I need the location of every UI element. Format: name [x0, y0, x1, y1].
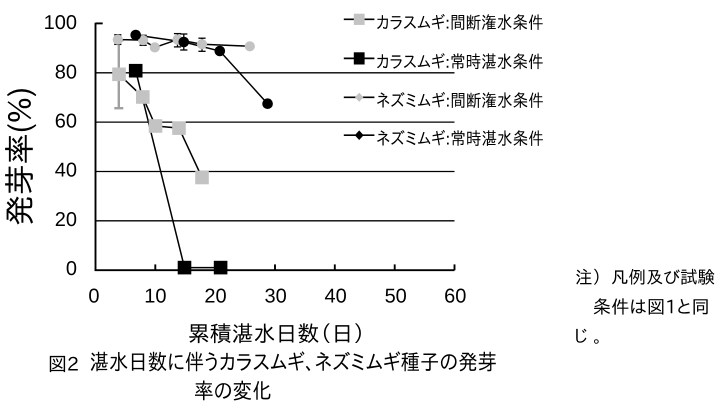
svg-text:40: 40 — [324, 285, 346, 307]
svg-text:60: 60 — [444, 285, 466, 307]
svg-text:80: 80 — [55, 61, 77, 83]
svg-text:60: 60 — [55, 111, 77, 133]
svg-text:30: 30 — [264, 285, 286, 307]
svg-text:50: 50 — [385, 285, 407, 307]
svg-text:40: 40 — [55, 160, 77, 182]
svg-text:100: 100 — [44, 12, 77, 34]
svg-text:10: 10 — [144, 285, 166, 307]
svg-text:20: 20 — [55, 209, 77, 231]
svg-text:0: 0 — [66, 258, 77, 280]
svg-text:0: 0 — [88, 285, 99, 307]
svg-text:20: 20 — [204, 285, 226, 307]
